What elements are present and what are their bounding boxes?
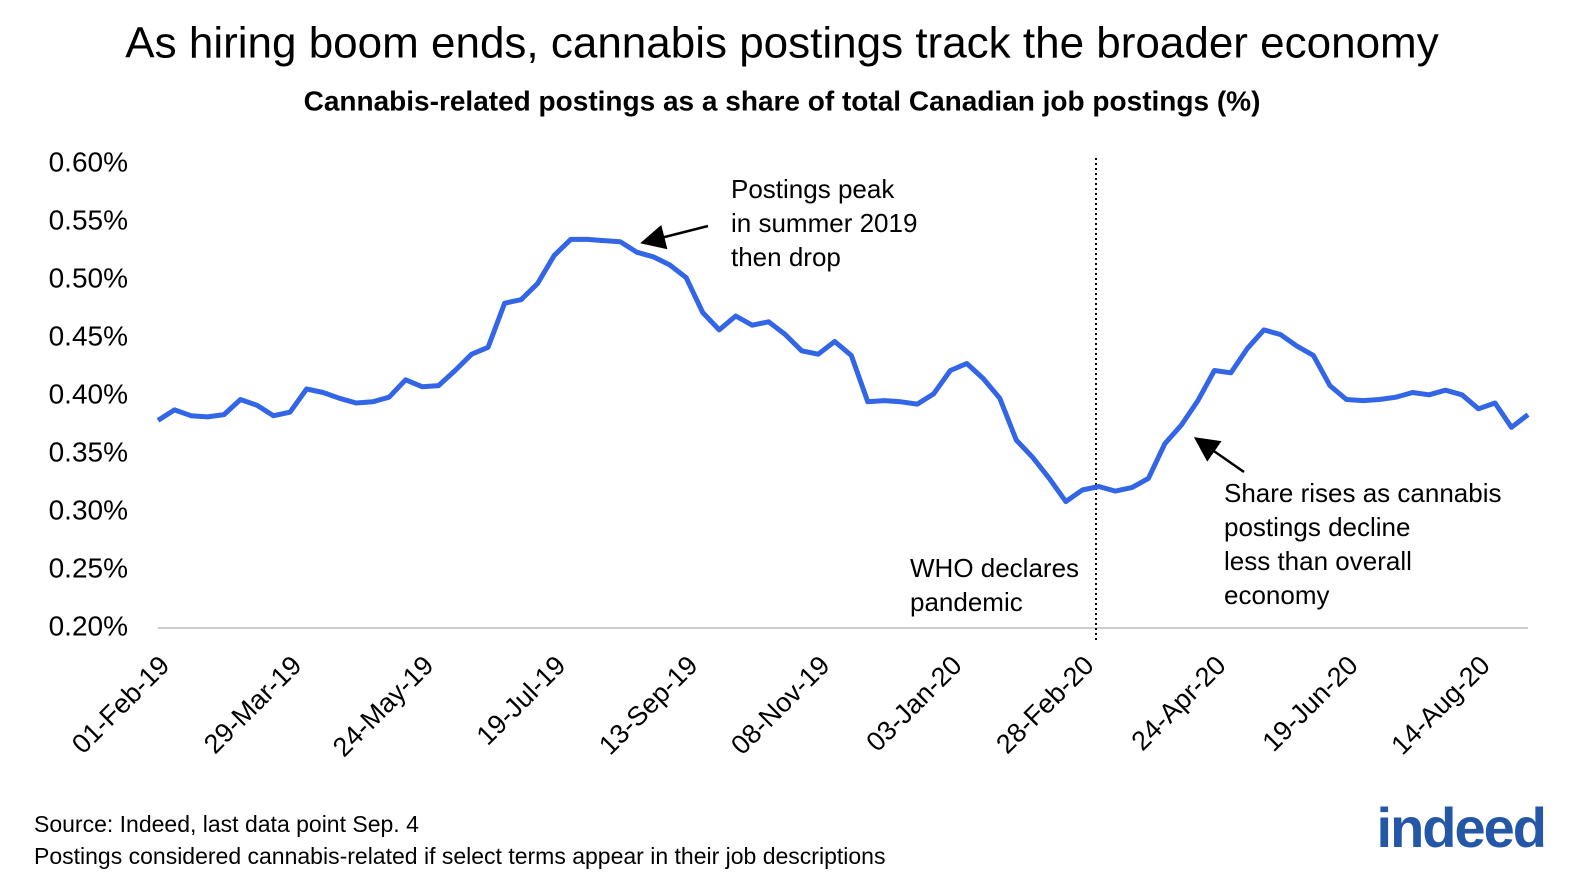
annotation: in summer 2019 — [731, 208, 917, 238]
chart-title: As hiring boom ends, cannabis postings t… — [125, 19, 1438, 68]
x-tick-label: 19-Jul-19 — [471, 650, 572, 751]
y-tick-label: 0.60% — [49, 146, 128, 177]
x-tick-label: 24-Apr-20 — [1126, 650, 1232, 756]
x-tick-label: 19-Jun-20 — [1257, 650, 1364, 757]
annotation: Postings peak — [731, 174, 895, 204]
y-tick-label: 0.30% — [49, 494, 128, 525]
logo: indeed — [1377, 796, 1545, 859]
x-tick-label: 13-Sep-19 — [593, 650, 703, 760]
annotation: pandemic — [910, 587, 1023, 617]
chart-subtitle: Cannabis-related postings as a share of … — [304, 85, 1261, 116]
annotation: Share rises as cannabis — [1224, 478, 1501, 508]
y-tick-label: 0.40% — [49, 378, 128, 409]
annotation-arrow — [1193, 437, 1245, 474]
annotation: less than overall — [1224, 546, 1412, 576]
annotation: then drop — [731, 242, 841, 272]
x-tick-label: 29-Mar-19 — [198, 650, 307, 759]
source-note: Postings considered cannabis-related if … — [34, 843, 885, 869]
y-tick-label: 0.25% — [49, 552, 128, 583]
annotation: postings decline — [1224, 512, 1410, 542]
x-tick-label: 03-Jan-20 — [860, 650, 967, 757]
annotation-arrow — [640, 224, 709, 250]
x-tick-label: 01-Feb-19 — [66, 650, 175, 759]
annotation: economy — [1224, 580, 1330, 610]
y-tick-label: 0.35% — [49, 436, 128, 467]
x-tick-label: 28-Feb-20 — [990, 650, 1099, 759]
y-tick-label: 0.50% — [49, 262, 128, 293]
x-tick-label: 14-Aug-20 — [1385, 650, 1495, 760]
data-line — [156, 236, 1530, 505]
source-note: Source: Indeed, last data point Sep. 4 — [34, 811, 419, 837]
y-tick-label: 0.45% — [49, 320, 128, 351]
y-tick-label: 0.55% — [49, 204, 128, 235]
y-tick-label: 0.20% — [49, 610, 128, 641]
x-tick-label: 08-Nov-19 — [725, 650, 835, 760]
x-tick-label: 24-May-19 — [327, 650, 439, 762]
annotation: WHO declares — [910, 553, 1079, 583]
